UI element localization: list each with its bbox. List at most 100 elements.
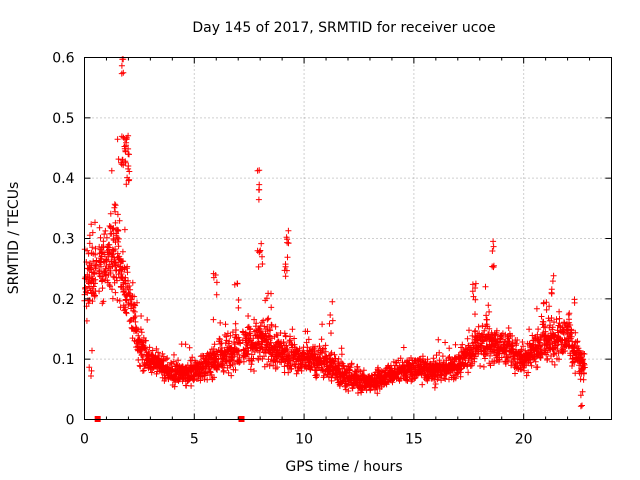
- data-point: [186, 344, 193, 351]
- data-point: [581, 351, 588, 357]
- data-point: [96, 288, 103, 295]
- data-point: [538, 313, 545, 320]
- data-point: [236, 339, 243, 346]
- data-point: [525, 369, 532, 376]
- data-point: [464, 335, 471, 342]
- data-point: [446, 345, 453, 352]
- data-point: [284, 346, 291, 352]
- data-point: [484, 350, 491, 357]
- data-point: [354, 363, 361, 370]
- data-point: [562, 348, 569, 354]
- data-point: [316, 343, 323, 350]
- data-point: [475, 323, 482, 330]
- data-point: [439, 353, 446, 360]
- y-tick-label: 0.4: [52, 171, 74, 187]
- data-point: [526, 326, 533, 333]
- data-point: [289, 326, 296, 333]
- data-point: [102, 267, 109, 274]
- data-point: [292, 363, 299, 370]
- data-point: [331, 351, 338, 358]
- data-point: [188, 382, 195, 389]
- data-point: [100, 238, 107, 245]
- data-point: [549, 324, 556, 331]
- data-point: [112, 262, 118, 269]
- data-point: [544, 349, 551, 356]
- data-point: [419, 381, 426, 388]
- data-point: [235, 297, 242, 303]
- y-tick-label: 0.6: [52, 51, 74, 67]
- data-point: [101, 231, 108, 238]
- y-tick-label: 0: [66, 413, 75, 429]
- data-point: [403, 374, 410, 381]
- data-point: [529, 332, 536, 339]
- data-point: [490, 243, 497, 250]
- data-point: [281, 267, 288, 274]
- data-point: [125, 277, 131, 284]
- data-point: [568, 327, 575, 334]
- data-point: [565, 311, 572, 318]
- data-point: [163, 356, 169, 363]
- data-point: [291, 335, 298, 342]
- data-point: [288, 365, 295, 372]
- data-point: [102, 227, 109, 234]
- data-point: [466, 327, 472, 334]
- data-point: [155, 349, 161, 356]
- data-point: [471, 353, 478, 360]
- data-point: [114, 226, 121, 233]
- data-point: [484, 316, 490, 323]
- data-point: [537, 355, 544, 361]
- data-point: [114, 277, 120, 284]
- data-point: [432, 381, 439, 387]
- data-point: [472, 296, 479, 303]
- data-point: [87, 266, 94, 273]
- data-point: [320, 345, 327, 352]
- data-point: [513, 340, 520, 347]
- data-point: [103, 234, 110, 241]
- data-point: [139, 368, 146, 374]
- data-point: [142, 346, 149, 353]
- axis-ticks: 0 0.1 0.2 0.3 0.4 0.5 0.6 0 5 10 15 20: [52, 51, 612, 448]
- data-point: [521, 367, 528, 374]
- data-point: [375, 364, 381, 371]
- data-point: [124, 263, 131, 270]
- data-point: [126, 168, 133, 175]
- data-point: [282, 263, 289, 270]
- data-point: [436, 349, 443, 356]
- y-tick-label: 0.3: [52, 232, 74, 248]
- data-point: [327, 312, 334, 318]
- data-point: [285, 227, 292, 234]
- data-point: [91, 291, 97, 298]
- data-point: [84, 247, 91, 254]
- data-point: [86, 284, 93, 291]
- data-points: [81, 56, 588, 410]
- data-point: [267, 327, 274, 334]
- data-point: [119, 156, 126, 163]
- data-point: [560, 329, 567, 336]
- data-point: [131, 293, 138, 300]
- data-point: [89, 347, 95, 354]
- data-point: [490, 238, 497, 245]
- data-point: [244, 342, 251, 349]
- chart-title: Day 145 of 2017, SRMTID for receiver uco…: [192, 20, 495, 36]
- data-point: [469, 288, 476, 295]
- data-point: [343, 382, 350, 389]
- data-point: [489, 263, 496, 270]
- data-point: [523, 372, 530, 379]
- data-point: [259, 261, 266, 267]
- data-point: [115, 227, 122, 234]
- data-point: [514, 337, 521, 343]
- data-point: [303, 339, 310, 346]
- data-point: [125, 145, 132, 152]
- data-point: [109, 295, 116, 302]
- data-point: [121, 136, 128, 142]
- data-point: [119, 248, 126, 255]
- x-tick-label: 20: [515, 432, 533, 448]
- data-point: [577, 376, 584, 383]
- data-point: [207, 349, 214, 356]
- data-point: [284, 254, 291, 261]
- data-point: [234, 351, 241, 358]
- y-tick-label: 0.1: [52, 352, 74, 368]
- data-point: [244, 350, 251, 357]
- data-point: [107, 270, 114, 276]
- data-point: [182, 341, 189, 348]
